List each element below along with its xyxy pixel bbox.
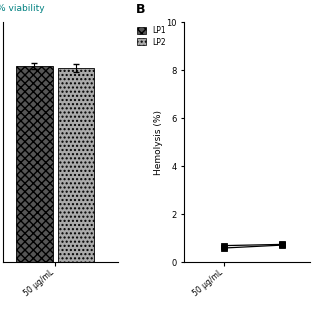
Legend: LP1, LP2: LP1, LP2 <box>137 26 166 46</box>
Text: % viability: % viability <box>0 4 45 13</box>
Y-axis label: Hemolysis (%): Hemolysis (%) <box>154 110 163 175</box>
Bar <box>16 66 53 262</box>
Bar <box>58 68 94 262</box>
Text: B: B <box>136 3 146 16</box>
